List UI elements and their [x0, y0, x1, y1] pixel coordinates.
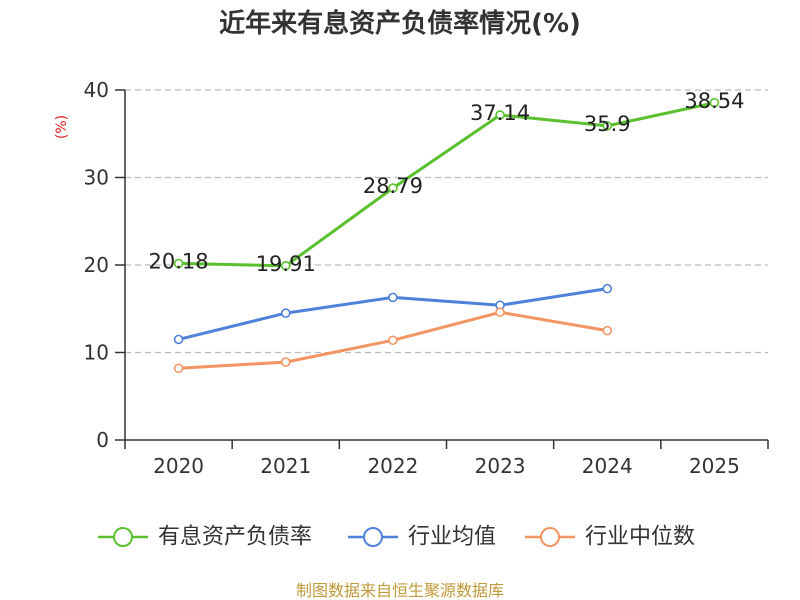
point-series-1-2020: [173, 334, 184, 345]
y-axis-label: (%): [54, 115, 70, 139]
data-labels: 20.18 19.91 28.79 37.14 35.9 38.54: [149, 89, 745, 276]
point-series-2-2021: [280, 357, 291, 367]
y-tick-label-40: 40: [84, 78, 109, 102]
x-tick-label-2020: 2020: [153, 454, 204, 478]
point-series-2-2023: [495, 307, 505, 318]
legend-marker-2: [540, 527, 560, 547]
data-label-series-0-2023: 37.14: [470, 101, 530, 125]
point-series-1-2024: [602, 283, 613, 294]
data-label-series-0-2024: 35.9: [584, 112, 631, 136]
series-layer: [173, 97, 720, 374]
y-tick-label-30: 30: [84, 166, 109, 190]
data-label-series-0-2021: 19.91: [256, 252, 316, 276]
legend: 有息资产负债率 行业均值 行业中位数: [98, 525, 695, 550]
chart-title: 近年来有息资产负债率情况(%): [219, 8, 581, 39]
data-label-series-0-2025: 38.54: [684, 89, 744, 113]
legend-label-1: 行业均值: [408, 525, 496, 550]
point-series-0-2020: [173, 258, 184, 269]
legend-item-2[interactable]: 行业中位数: [525, 525, 695, 550]
legend-item-0[interactable]: 有息资产负债率: [98, 525, 312, 550]
point-series-1-2022: [388, 292, 398, 303]
axes: 0 10 20 30 40 2020 2021 2022 2023 2024 2025: [84, 78, 769, 478]
y-tick-label-20: 20: [84, 253, 109, 277]
point-series-0-2024: [602, 121, 613, 131]
series-line-0: [178, 101, 715, 268]
point-series-2-2024: [602, 325, 613, 336]
point-series-0-2023: [495, 110, 505, 120]
point-series-0-2022: [388, 183, 398, 193]
x-tick-label-2021: 2021: [260, 454, 311, 478]
legend-label-0: 有息资产负债率: [158, 525, 312, 550]
x-tick-label-2023: 2023: [475, 454, 526, 478]
legend-item-1[interactable]: 行业均值: [348, 525, 496, 550]
y-tick-label-10: 10: [84, 341, 109, 365]
x-tick-label-2025: 2025: [689, 454, 740, 478]
x-tick-label-2024: 2024: [582, 454, 633, 478]
y-tick-label-0: 0: [96, 428, 109, 452]
point-series-2-2020: [173, 363, 184, 374]
data-label-series-0-2022: 28.79: [363, 174, 423, 198]
source-footer: 制图数据来自恒生聚源数据库: [296, 581, 504, 600]
point-series-2-2022: [388, 335, 398, 346]
legend-marker-1: [363, 527, 383, 547]
point-series-1-2021: [280, 308, 291, 318]
legend-label-2: 行业中位数: [585, 525, 695, 550]
data-label-series-0-2020: 20.18: [149, 249, 209, 273]
legend-marker-0: [113, 527, 133, 547]
point-series-0-2021: [280, 260, 291, 271]
gridlines: [125, 89, 768, 354]
point-series-0-2025: [709, 97, 720, 108]
x-tick-label-2022: 2022: [367, 454, 418, 478]
